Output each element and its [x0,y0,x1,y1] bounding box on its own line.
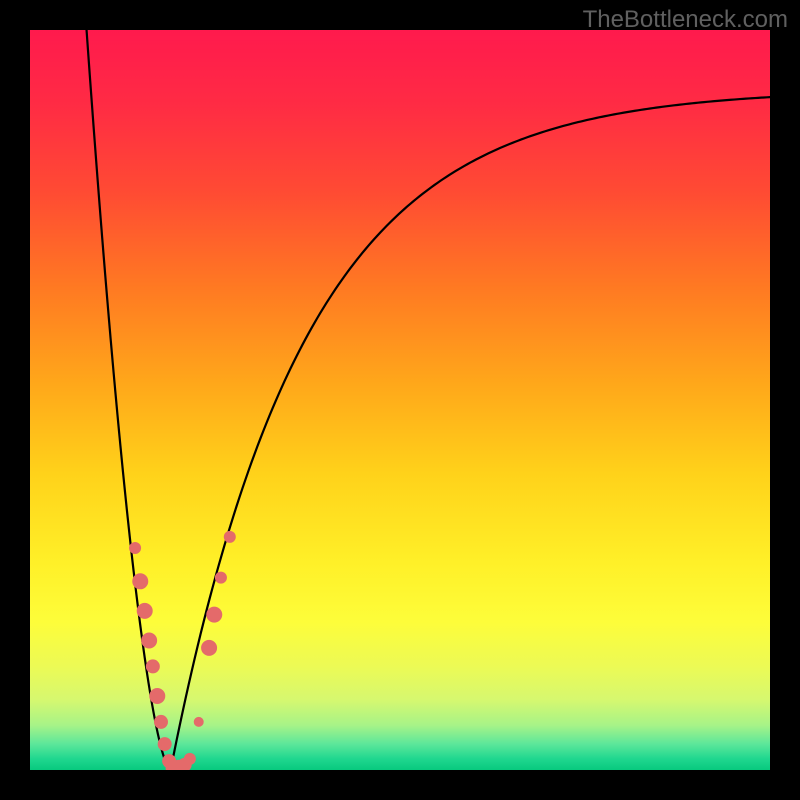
data-marker [141,633,157,649]
curve-layer [30,30,770,770]
watermark-text: TheBottleneck.com [583,6,788,34]
data-marker [224,531,236,543]
plot-area [30,30,770,770]
data-marker [129,542,141,554]
bottleneck-curve [86,30,771,770]
data-marker [137,603,153,619]
data-marker [158,737,172,751]
chart-frame [30,30,770,770]
data-marker [146,659,160,673]
data-marker [215,572,227,584]
data-marker [194,717,204,727]
data-marker [132,573,148,589]
data-marker [149,688,165,704]
data-marker [201,640,217,656]
data-marker [206,607,222,623]
data-marker [184,753,196,765]
data-marker [154,715,168,729]
